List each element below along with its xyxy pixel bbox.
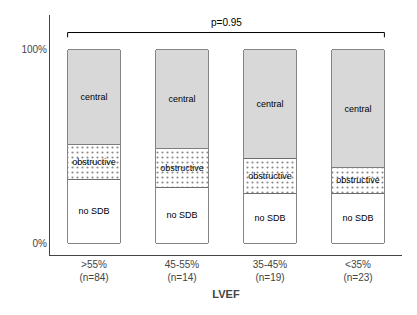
svg-text:>55%(n=84): >55%(n=84) — [79, 259, 108, 283]
svg-text:0%: 0% — [33, 238, 48, 249]
svg-text:no SDB: no SDB — [166, 210, 197, 220]
svg-text:obstructive: obstructive — [248, 171, 292, 181]
svg-text:no SDB: no SDB — [342, 213, 373, 223]
svg-text:obstructive: obstructive — [160, 163, 204, 173]
svg-text:central: central — [168, 94, 195, 104]
svg-text:obstructive: obstructive — [336, 175, 380, 185]
svg-text:central: central — [80, 92, 107, 102]
svg-text:45-55%(n=14): 45-55%(n=14) — [165, 259, 200, 283]
svg-text:35-45%(n=19): 35-45%(n=19) — [253, 259, 288, 283]
svg-text:p=0.95: p=0.95 — [211, 17, 242, 28]
svg-text:no SDB: no SDB — [254, 213, 285, 223]
svg-text:100%: 100% — [21, 44, 47, 55]
svg-text:central: central — [344, 104, 371, 114]
svg-text:obstructive: obstructive — [72, 157, 116, 167]
svg-text:no SDB: no SDB — [78, 206, 109, 216]
svg-text:central: central — [256, 99, 283, 109]
svg-text:<35%(n=23): <35%(n=23) — [343, 259, 372, 283]
svg-text:LVEF: LVEF — [212, 288, 240, 300]
